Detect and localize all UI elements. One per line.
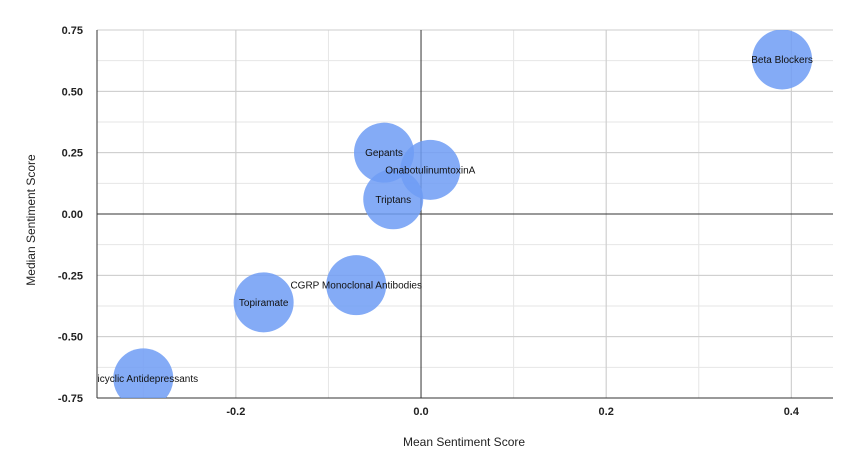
- bubble-label: Topiramate: [239, 298, 289, 309]
- bubble-label: OnabotulinumtoxinA: [385, 165, 475, 176]
- x-tick-label: 0.2: [599, 406, 614, 418]
- bubble-label: Tricyclic Antidepressants: [88, 374, 198, 385]
- y-axis-title: Median Sentiment Score: [24, 154, 38, 286]
- x-tick-label: -0.2: [226, 406, 245, 418]
- bubble-label: Triptans: [375, 195, 411, 206]
- bubble-labels: Beta Blockers Gepants OnabotulinumtoxinA Tr…: [88, 55, 813, 385]
- bubble-label: Gepants: [365, 148, 403, 159]
- x-tick-label: 0.4: [784, 406, 800, 418]
- x-axis-title: Mean Sentiment Score: [403, 435, 525, 449]
- x-tick-label: 0.0: [413, 406, 428, 418]
- y-tick-label: 0.75: [62, 25, 83, 37]
- y-tick-label: 0.50: [62, 86, 83, 98]
- y-tick-label: -0.75: [58, 393, 83, 405]
- bubble-label: CGRP Monoclonal Antibodies: [290, 281, 422, 292]
- y-tick-label: 0.25: [62, 148, 83, 160]
- tick-labels: 0.75 0.50 0.25 0.00 -0.25 -0.50 -0.75 -0.2 0.0 0.…: [58, 25, 800, 418]
- axes: [96, 30, 833, 399]
- bubble[interactable]: [233, 272, 294, 333]
- bubble[interactable]: [353, 122, 414, 183]
- bubbles: [113, 29, 813, 408]
- y-tick-label: -0.50: [58, 332, 83, 344]
- bubble-label: Beta Blockers: [751, 55, 813, 66]
- bubble[interactable]: [113, 348, 174, 408]
- bubble[interactable]: [752, 29, 813, 90]
- bubble[interactable]: [363, 169, 424, 230]
- y-tick-label: 0.00: [62, 209, 83, 221]
- bubble[interactable]: [326, 255, 387, 316]
- y-tick-label: -0.25: [58, 270, 83, 282]
